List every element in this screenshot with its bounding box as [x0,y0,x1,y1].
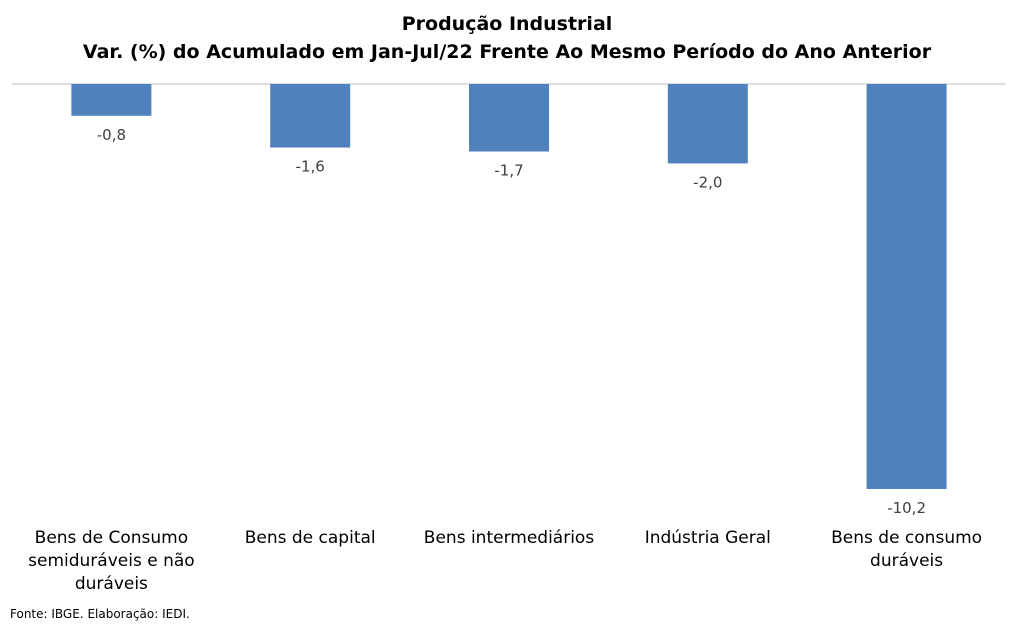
data-label-1: -0,8 [97,126,126,144]
chart-title-block: Produção Industrial Var. (%) do Acumulad… [0,10,1014,66]
bar-5 [866,84,947,489]
data-label-3: -1,7 [494,162,523,180]
bar-2 [270,84,351,148]
data-label-4: -2,0 [693,173,722,191]
category-label-1: Bens de Consumo semiduráveis e não duráv… [28,528,195,594]
chart-title: Produção Industrial [401,13,613,35]
data-label-2: -1,6 [296,158,325,176]
source-note: Fonte: IBGE. Elaboração: IEDI. [10,607,190,621]
category-label-3: Bens intermediários [423,528,595,548]
category-label-5: Bens de consumo duráveis [831,528,983,571]
bar-1 [71,84,152,116]
data-label-5: -10,2 [887,499,926,517]
bar-3 [469,84,549,152]
chart-subtitle: Var. (%) do Acumulado em Jan-Jul/22 Fren… [82,41,932,63]
category-label-2: Bens de capital [244,528,376,548]
category-label-4: Indústria Geral [644,528,771,548]
bar-4 [667,84,748,164]
